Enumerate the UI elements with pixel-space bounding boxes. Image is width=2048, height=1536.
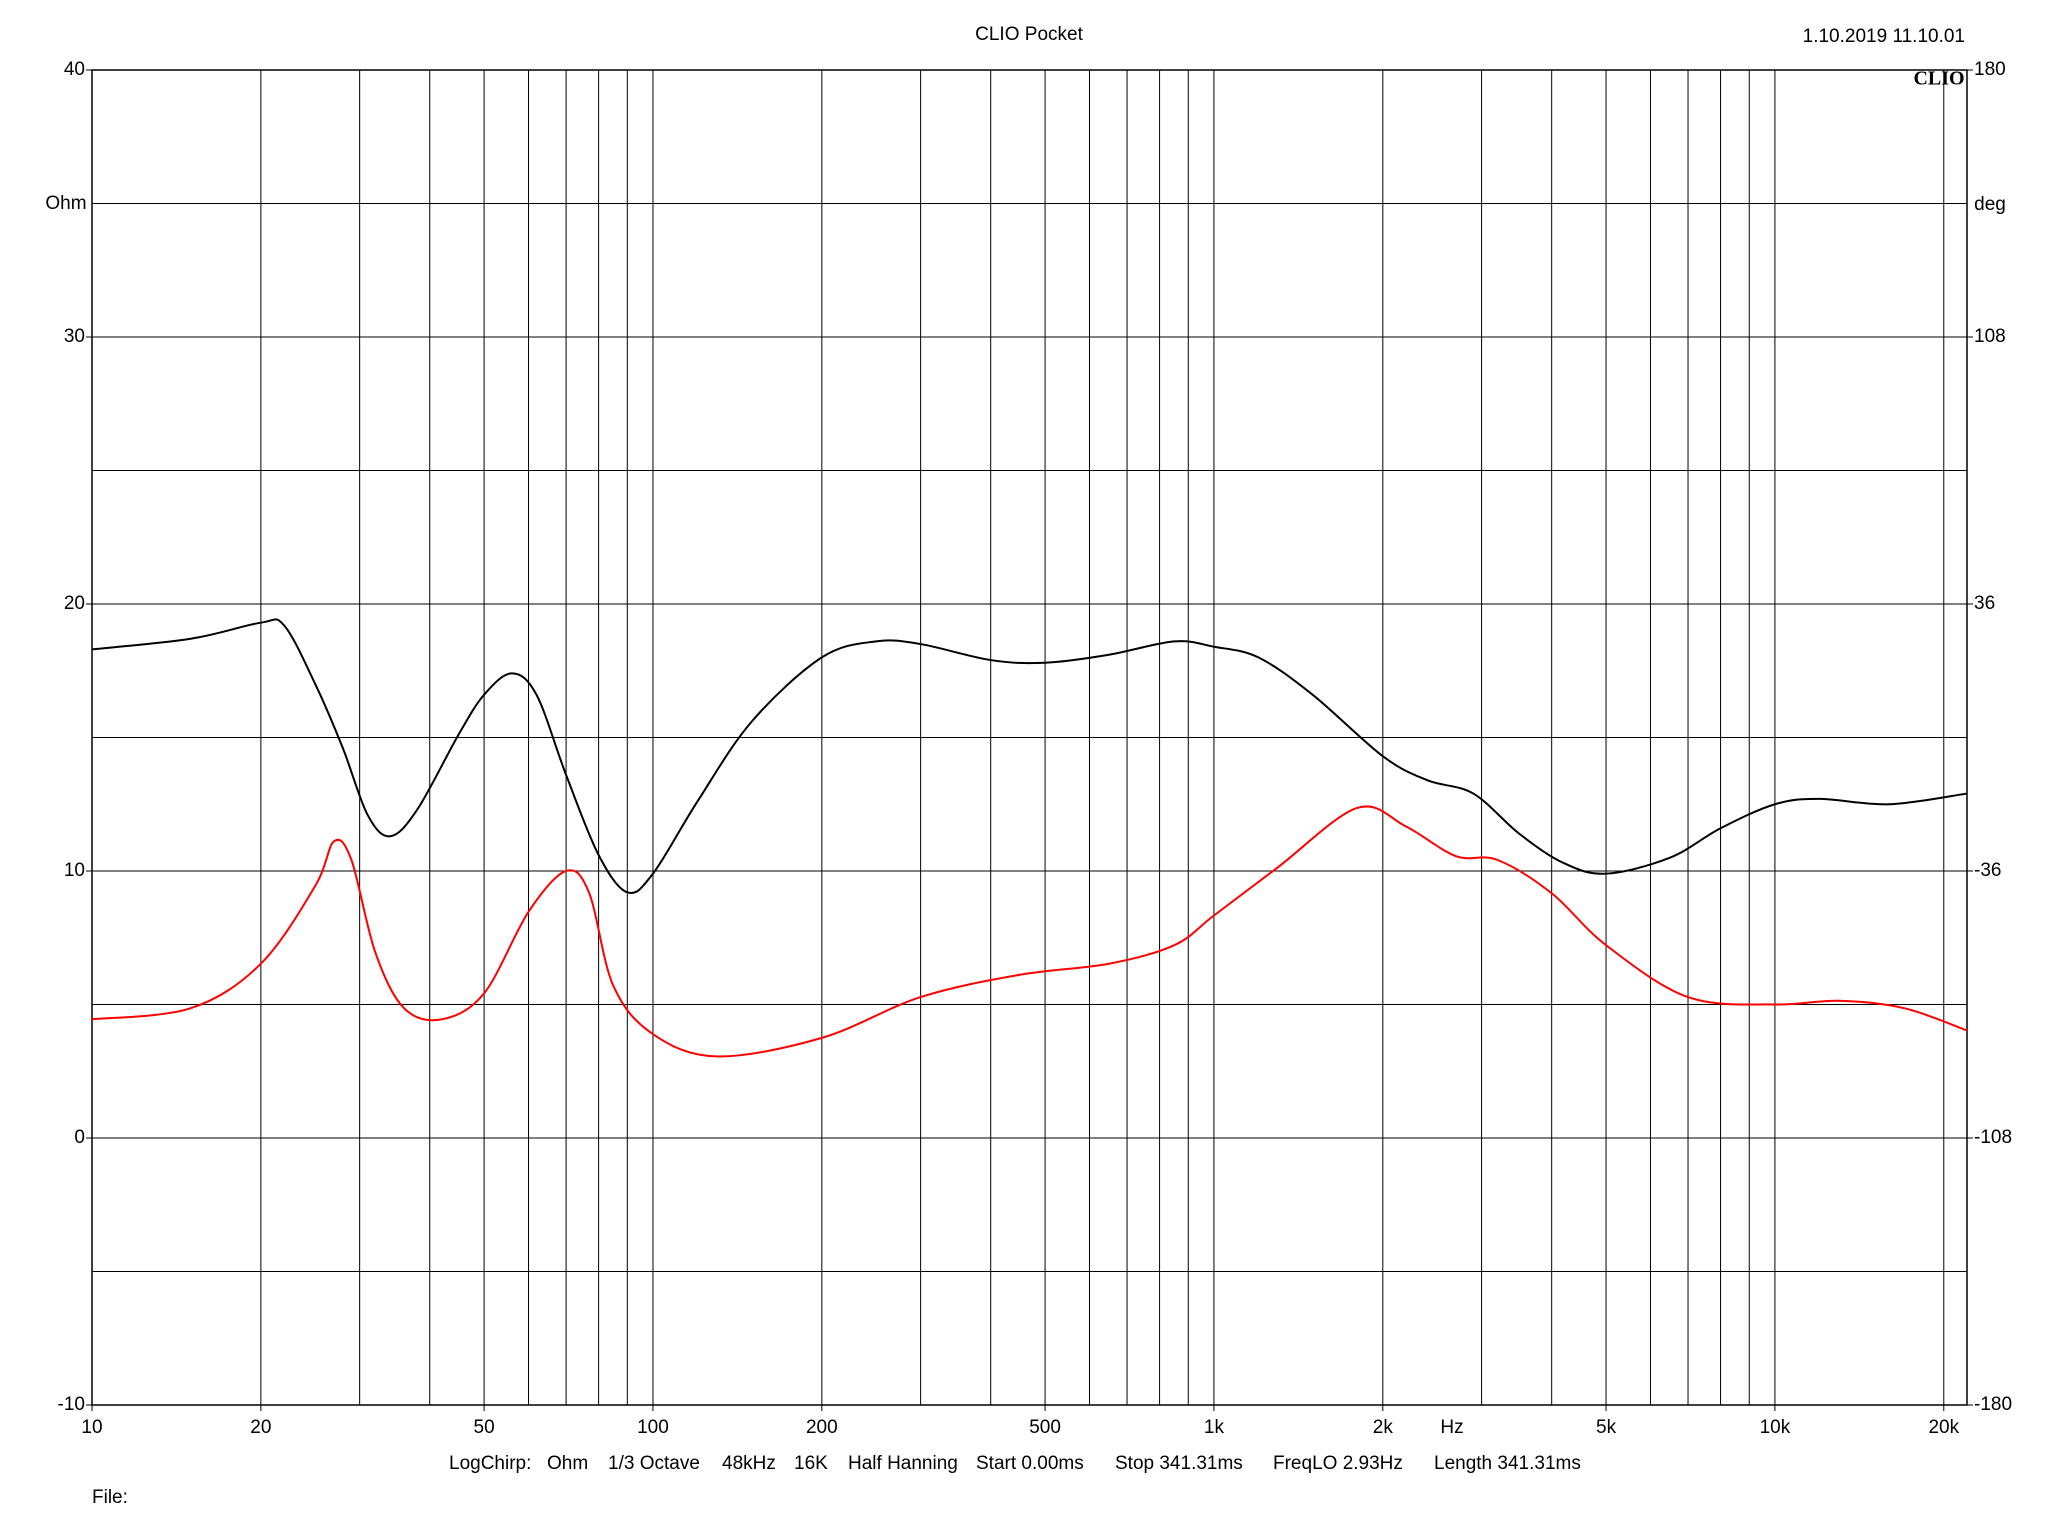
series-line bbox=[91, 805, 1968, 1058]
x-tick-label: 500 bbox=[1029, 1417, 1061, 1438]
footer-item: 16K bbox=[794, 1453, 828, 1474]
y-tick-label: -10 bbox=[58, 1394, 85, 1415]
y2-tick-label: 36 bbox=[1974, 593, 1995, 614]
footer-item: Half Hanning bbox=[848, 1453, 958, 1474]
x-tick-label: 5k bbox=[1596, 1417, 1617, 1438]
y-axis-label: Ohm bbox=[45, 193, 86, 214]
footer-item: LogChirp: bbox=[449, 1453, 531, 1474]
x-tick-label: 1k bbox=[1204, 1417, 1225, 1438]
x-axis-label: Hz bbox=[1440, 1417, 1463, 1438]
chart-title: CLIO Pocket bbox=[975, 24, 1083, 45]
series-line bbox=[91, 618, 1968, 895]
x-tick-label: 100 bbox=[637, 1417, 669, 1438]
file-label: File: bbox=[92, 1487, 128, 1508]
y-tick-label: 20 bbox=[64, 593, 85, 614]
y2-axis-label: deg bbox=[1974, 194, 2006, 215]
x-tick-label: 20 bbox=[250, 1417, 271, 1438]
y2-tick-label: -180 bbox=[1974, 1394, 2012, 1415]
plot-frame bbox=[91, 69, 1968, 1406]
y2-tick-label: -108 bbox=[1974, 1127, 2012, 1148]
x-tick-label: 50 bbox=[474, 1417, 495, 1438]
x-tick-label: 2k bbox=[1373, 1417, 1394, 1438]
logo: CLIO bbox=[1913, 68, 1964, 90]
footer-item: Start 0.00ms bbox=[976, 1453, 1084, 1474]
footer-item: 48kHz bbox=[722, 1453, 776, 1474]
y-tick-label: 30 bbox=[64, 326, 85, 347]
footer-item: FreqLO 2.93Hz bbox=[1273, 1453, 1403, 1474]
y-tick-label: 0 bbox=[74, 1127, 85, 1148]
x-tick-label: 200 bbox=[806, 1417, 838, 1438]
y-tick-label: 10 bbox=[64, 860, 85, 881]
footer-item: Length 341.31ms bbox=[1434, 1453, 1581, 1474]
y-tick-label: 40 bbox=[64, 59, 85, 80]
footer-item: Ohm bbox=[547, 1453, 588, 1474]
timestamp: 1.10.2019 11.10.01 bbox=[1803, 26, 1965, 47]
footer-item: 1/3 Octave bbox=[608, 1453, 700, 1474]
x-tick-label: 10k bbox=[1760, 1417, 1791, 1438]
footer-item: Stop 341.31ms bbox=[1115, 1453, 1243, 1474]
x-tick-label: 20k bbox=[1928, 1417, 1959, 1438]
x-tick-label: 10 bbox=[81, 1417, 102, 1438]
y2-tick-label: -36 bbox=[1974, 860, 2001, 881]
y2-tick-label: 180 bbox=[1974, 59, 2006, 80]
y2-tick-label: 108 bbox=[1974, 326, 2006, 347]
